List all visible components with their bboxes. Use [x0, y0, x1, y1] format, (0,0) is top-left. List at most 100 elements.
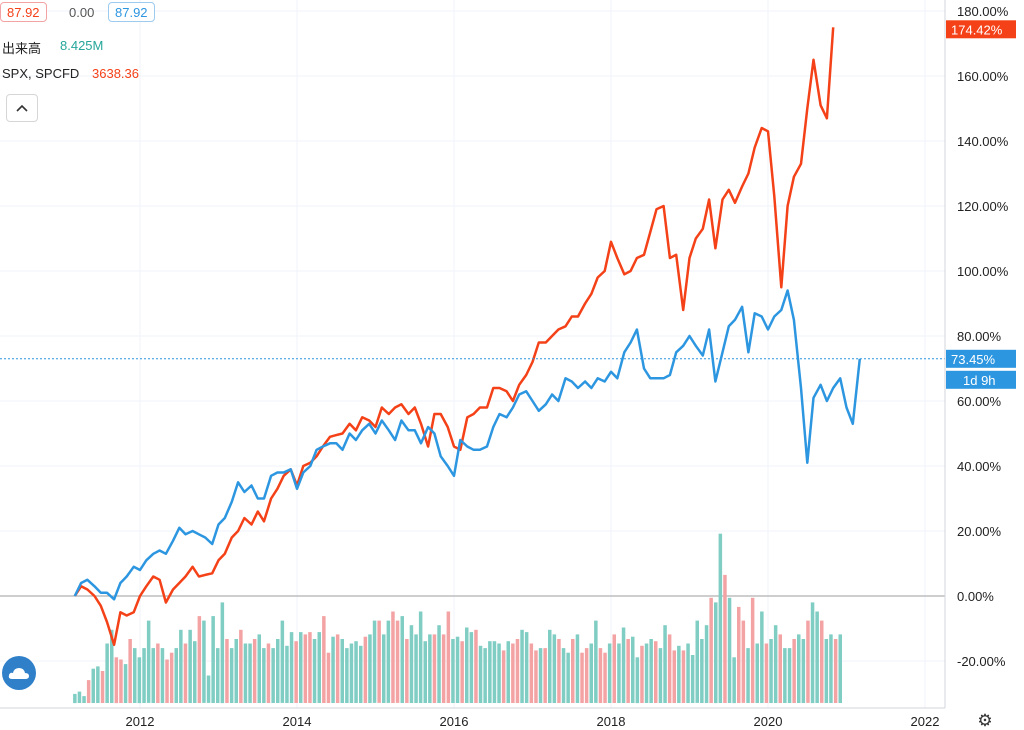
- volume-bar: [137, 657, 142, 704]
- volume-bar: [229, 648, 234, 703]
- volume-bar: [188, 629, 192, 703]
- volume-bar: [810, 602, 815, 704]
- volume-bar: [792, 639, 796, 703]
- price-box-last: 87.92: [108, 2, 155, 22]
- volume-bar: [801, 639, 806, 703]
- y-tick-label: 80.00%: [957, 329, 1002, 344]
- volume-bar: [257, 634, 261, 703]
- volume-bar: [243, 643, 248, 703]
- volume-bar: [372, 620, 377, 703]
- volume-bar: [548, 629, 552, 703]
- volume-bar: [460, 641, 464, 703]
- volume-bar: [174, 648, 178, 703]
- volume-bar: [363, 636, 368, 703]
- volume-bar: [575, 634, 580, 703]
- volume-bar: [216, 648, 220, 703]
- volume-bar: [797, 634, 801, 703]
- volume-bar: [142, 648, 146, 703]
- volume-bar: [345, 648, 349, 703]
- volume-bar: [86, 680, 91, 703]
- volume-bar: [617, 643, 621, 703]
- volume-bar: [658, 648, 663, 703]
- volume-bar: [386, 620, 391, 703]
- volume-bar: [529, 643, 534, 703]
- volume-bar: [538, 648, 543, 703]
- x-tick-label: 2012: [126, 714, 155, 729]
- volume-bar: [202, 620, 206, 703]
- volume-bar: [276, 639, 280, 703]
- chevron-up-icon: [16, 104, 28, 112]
- countdown-label: 1d 9h: [963, 373, 996, 388]
- volume-bar: [73, 693, 77, 704]
- volume-bar: [446, 611, 451, 703]
- series-line-spx: [73, 27, 835, 647]
- volume-bar: [465, 627, 469, 703]
- volume-label: 出来高: [2, 41, 42, 56]
- price-label-blue: 73.45%: [951, 352, 996, 367]
- volume-bar: [741, 620, 746, 703]
- volume-bar: [312, 639, 317, 703]
- volume-bar: [718, 533, 723, 703]
- volume-bar: [704, 625, 709, 703]
- volume-bar: [773, 625, 778, 703]
- volume-bar: [368, 634, 372, 703]
- volume-bar: [478, 645, 483, 703]
- volume-bar: [681, 650, 686, 703]
- volume-bar: [211, 616, 215, 703]
- y-tick-label: 160.00%: [957, 69, 1009, 84]
- volume-bar: [349, 643, 354, 703]
- countdown-label-bg: [946, 370, 1016, 389]
- volume-bar: [354, 641, 358, 703]
- volume-bar: [382, 634, 386, 703]
- volume-bar: [520, 629, 524, 703]
- cloud-logo-icon[interactable]: [2, 656, 36, 690]
- price-label-red: 174.42%: [951, 22, 1003, 37]
- volume-bar: [262, 648, 266, 703]
- volume-bar: [663, 625, 667, 703]
- volume-bar: [820, 620, 824, 703]
- volume-bar: [285, 645, 289, 703]
- volume-bar: [156, 643, 160, 703]
- y-tick-label: 120.00%: [957, 199, 1009, 214]
- y-tick-label: 140.00%: [957, 134, 1009, 149]
- x-tick-label: 2022: [911, 714, 940, 729]
- compare-symbol: SPX, SPCFD: [2, 66, 80, 81]
- volume-bar: [778, 634, 782, 703]
- volume-bar: [252, 639, 257, 703]
- x-tick-label: 2018: [597, 714, 626, 729]
- volume-bar: [322, 616, 326, 703]
- volume-bar: [414, 634, 418, 703]
- volume-bar: [206, 675, 211, 703]
- series-line-main: [73, 289, 862, 601]
- volume-bar: [589, 643, 593, 703]
- volume-bar: [644, 643, 649, 703]
- volume-bar: [524, 632, 529, 703]
- collapse-button[interactable]: [6, 94, 38, 122]
- volume-bar: [824, 639, 829, 703]
- volume-bar: [552, 634, 557, 703]
- volume-bar: [714, 602, 718, 704]
- y-tick-label: 0.00%: [957, 589, 994, 604]
- volume-bar: [631, 636, 635, 703]
- volume-bar: [391, 611, 395, 703]
- x-tick-label: 2020: [754, 714, 783, 729]
- volume-bar: [455, 636, 460, 703]
- volume-bar: [197, 616, 202, 703]
- volume-bar: [271, 648, 275, 703]
- volume-bar: [437, 625, 441, 703]
- volume-bar: [418, 611, 423, 703]
- volume-bar: [640, 645, 644, 703]
- volume-bar: [815, 611, 819, 703]
- volume-bar: [266, 643, 271, 703]
- volume-bar: [584, 648, 589, 703]
- volume-bar: [405, 639, 409, 703]
- volume-bar: [686, 643, 690, 703]
- gear-icon[interactable]: ⚙: [977, 711, 993, 730]
- volume-bar: [838, 634, 842, 703]
- volume-bar: [280, 620, 285, 703]
- volume-bar: [423, 641, 427, 703]
- price-label-blue-bg: [946, 349, 1016, 368]
- y-tick-label: 100.00%: [957, 264, 1009, 279]
- volume-bar: [303, 634, 308, 703]
